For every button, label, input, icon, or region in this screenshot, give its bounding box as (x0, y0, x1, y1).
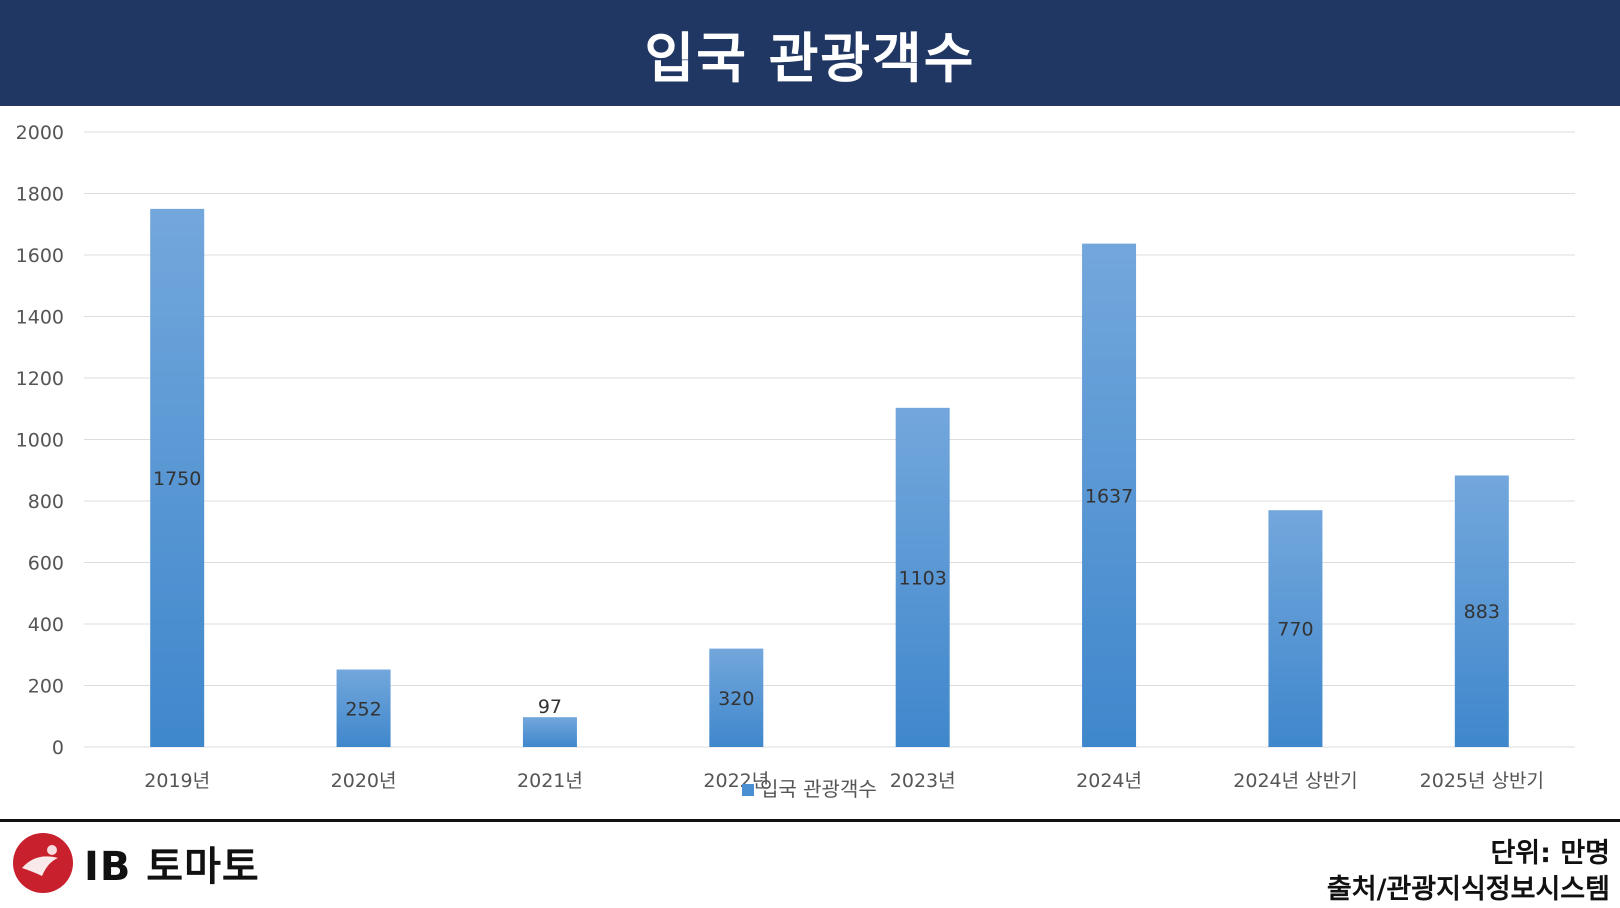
x-tick-label: 2023년 (890, 770, 956, 792)
x-tick-label: 2024년 상반기 (1233, 770, 1357, 792)
y-tick-label: 800 (28, 491, 64, 513)
brand-name: IB 토마토 (84, 844, 260, 890)
bar (895, 407, 950, 747)
bar (1268, 510, 1323, 747)
data-label: 1750 (153, 468, 201, 490)
y-tick-label: 0 (52, 737, 64, 759)
data-label: 1103 (899, 567, 947, 589)
data-label: 1637 (1085, 485, 1133, 507)
x-tick-label: 2025년 상반기 (1420, 770, 1544, 792)
chart-notes: 단위: 만명 출처/관광지식정보시스템 (1327, 836, 1610, 908)
data-label: 97 (538, 696, 562, 718)
chart-area: 0 200 400 600 800 1000 1200 1400 1600 1800 2000 17… (16, 122, 1575, 801)
tomato-logo-icon (13, 833, 73, 893)
chart-title: 입국 관광객수 (644, 26, 976, 90)
bar (522, 717, 577, 747)
x-tick-label: 2024년 (1076, 770, 1142, 792)
y-tick-label: 1000 (16, 430, 64, 452)
bar (1082, 243, 1137, 747)
bar (709, 648, 764, 747)
x-tick-label: 2019년 (144, 770, 210, 792)
data-label: 320 (718, 688, 754, 710)
source-note: 출처/관광지식정보시스템 (1326, 874, 1610, 905)
bar (1454, 475, 1509, 747)
y-tick-label: 1800 (16, 184, 64, 206)
x-tick-label: 2020년 (331, 770, 397, 792)
data-label: 883 (1464, 601, 1500, 623)
y-tick-label: 600 (28, 553, 64, 575)
bar (150, 208, 205, 747)
y-tick-label: 1600 (16, 245, 64, 267)
y-tick-label: 1200 (16, 368, 64, 390)
data-label: 252 (345, 698, 381, 720)
bar (336, 669, 391, 747)
y-tick-label: 2000 (16, 122, 64, 144)
y-tick-label: 400 (28, 614, 64, 636)
title-bar: 입국 관광객수 (0, 0, 1620, 106)
legend-label: 입국 관광객수 (760, 777, 877, 801)
footer-divider (0, 819, 1620, 822)
x-tick-label: 2021년 (517, 770, 583, 792)
brand-logo: IB 토마토 (12, 832, 260, 894)
y-tick-label: 200 (28, 676, 64, 698)
unit-note: 단위: 만명 (1490, 838, 1610, 869)
legend-swatch (742, 784, 754, 796)
legend: 입국 관광객수 (742, 777, 877, 801)
y-tick-label: 1400 (16, 307, 64, 329)
data-label: 770 (1277, 619, 1313, 641)
